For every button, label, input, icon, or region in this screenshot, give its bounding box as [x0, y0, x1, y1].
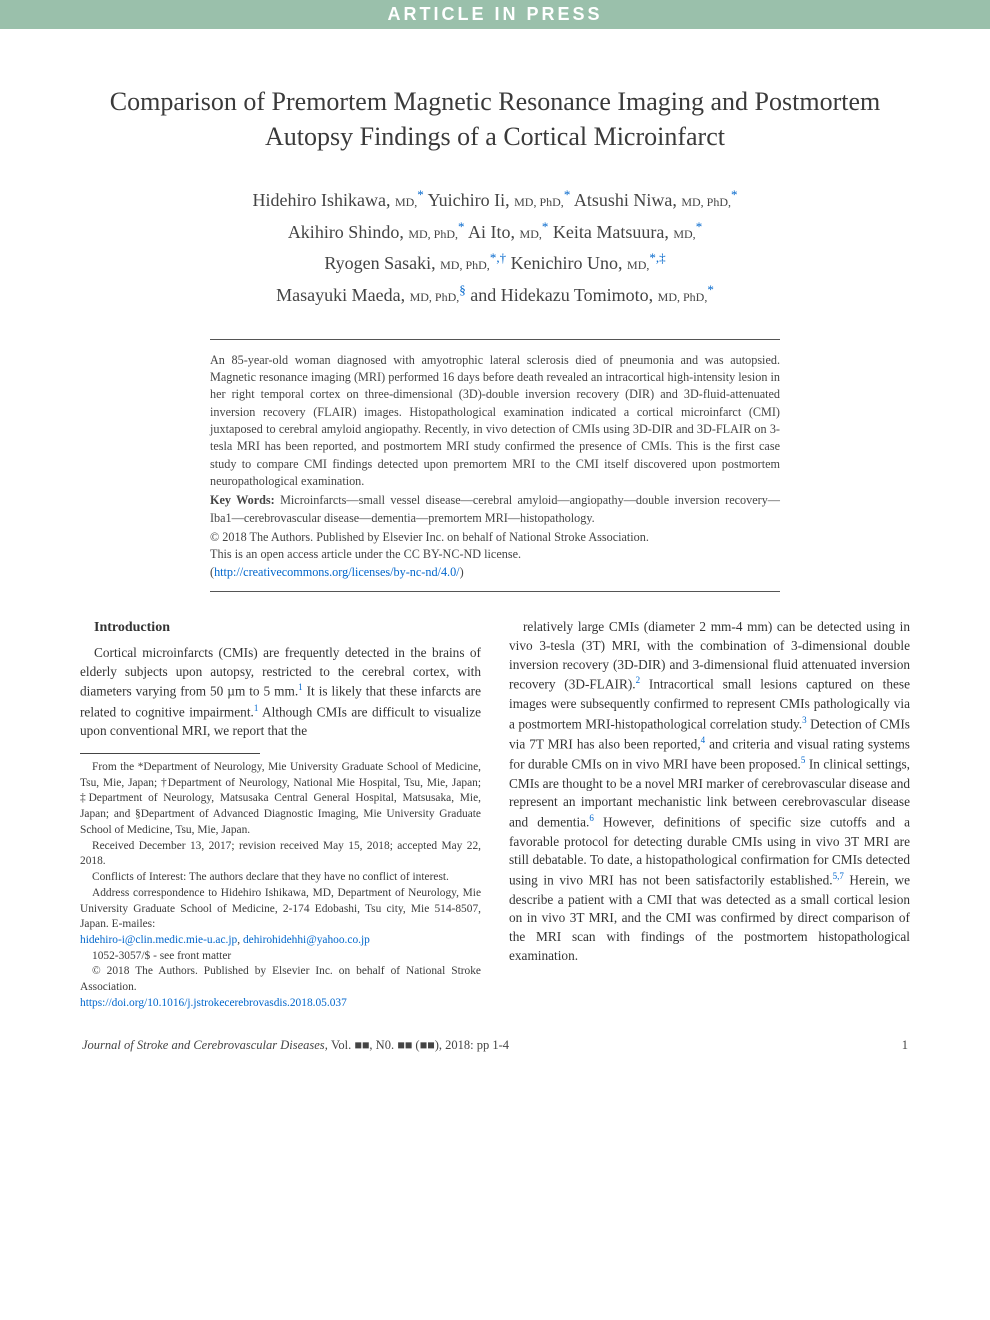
author: Yuichiro Ii, MD, PhD,*: [428, 190, 571, 210]
doi-link[interactable]: https://doi.org/10.1016/j.jstrokecerebro…: [80, 997, 347, 1009]
journal-citation: Journal of Stroke and Cerebrovascular Di…: [82, 1038, 509, 1053]
article-title: Comparison of Premortem Magnetic Resonan…: [80, 84, 910, 154]
article-in-press-banner: ARTICLE IN PRESS: [0, 0, 990, 29]
issn: 1052-3057/$ - see front matter: [80, 949, 481, 965]
page-number: 1: [902, 1038, 908, 1053]
right-column: relatively large CMIs (diameter 2 mm-4 m…: [509, 618, 910, 1012]
license-line: This is an open access article under the…: [210, 546, 780, 563]
conflicts: Conflicts of Interest: The authors decla…: [80, 870, 481, 886]
page-content: Comparison of Premortem Magnetic Resonan…: [0, 29, 990, 1083]
author-list: Hidehiro Ishikawa, MD,* Yuichiro Ii, MD,…: [120, 184, 870, 310]
author: Hidekazu Tomimoto, MD, PhD,*: [501, 285, 714, 305]
intro-paragraph-left: Cortical microinfarcts (CMIs) are freque…: [80, 644, 481, 741]
author: Hidehiro Ishikawa, MD,*: [252, 190, 423, 210]
affiliations: From the *Department of Neurology, Mie U…: [80, 760, 481, 839]
keywords: Key Words: Microinfarcts—small vessel di…: [210, 492, 780, 527]
cc-link[interactable]: http://creativecommons.org/licenses/by-n…: [214, 565, 460, 579]
author: Masayuki Maeda, MD, PhD,§: [276, 285, 466, 305]
page-footer: Journal of Stroke and Cerebrovascular Di…: [80, 1038, 910, 1053]
cc-link-line: (http://creativecommons.org/licenses/by-…: [210, 564, 780, 581]
body-columns: Introduction Cortical microinfarcts (CMI…: [80, 618, 910, 1012]
volume-issue: Vol. ■■, N0. ■■ (■■), 2018: pp 1-4: [331, 1038, 509, 1052]
author: Akihiro Shindo, MD, PhD,*: [288, 222, 465, 242]
copyright-line: © 2018 The Authors. Published by Elsevie…: [210, 529, 780, 546]
journal-name: Journal of Stroke and Cerebrovascular Di…: [82, 1038, 325, 1052]
publisher-line: © 2018 The Authors. Published by Elsevie…: [80, 964, 481, 995]
received-dates: Received December 13, 2017; revision rec…: [80, 839, 481, 870]
email-1[interactable]: hidehiro-i@clin.medic.mie-u.ac.jp: [80, 934, 237, 946]
intro-paragraph-right: relatively large CMIs (diameter 2 mm-4 m…: [509, 618, 910, 966]
abstract-text: An 85-year-old woman diagnosed with amyo…: [210, 352, 780, 491]
author: Ai Ito, MD,*: [468, 222, 548, 242]
author: Kenichiro Uno, MD,*,‡: [511, 253, 666, 273]
abstract-block: An 85-year-old woman diagnosed with amyo…: [210, 339, 780, 592]
footnote-divider: [80, 753, 260, 754]
author: Ryogen Sasaki, MD, PhD,*,†: [324, 253, 506, 273]
email-2[interactable]: dehirohidehhi@yahoo.co.jp: [243, 934, 370, 946]
correspondence: Address correspondence to Hidehiro Ishik…: [80, 886, 481, 933]
introduction-heading: Introduction: [80, 618, 481, 638]
keywords-text: Microinfarcts—small vessel disease—cereb…: [210, 493, 780, 524]
keywords-label: Key Words:: [210, 493, 275, 507]
footnotes: From the *Department of Neurology, Mie U…: [80, 760, 481, 1012]
left-column: Introduction Cortical microinfarcts (CMI…: [80, 618, 481, 1012]
copyright-block: © 2018 The Authors. Published by Elsevie…: [210, 529, 780, 581]
author: Atsushi Niwa, MD, PhD,*: [574, 190, 738, 210]
author: Keita Matsuura, MD,*: [553, 222, 702, 242]
